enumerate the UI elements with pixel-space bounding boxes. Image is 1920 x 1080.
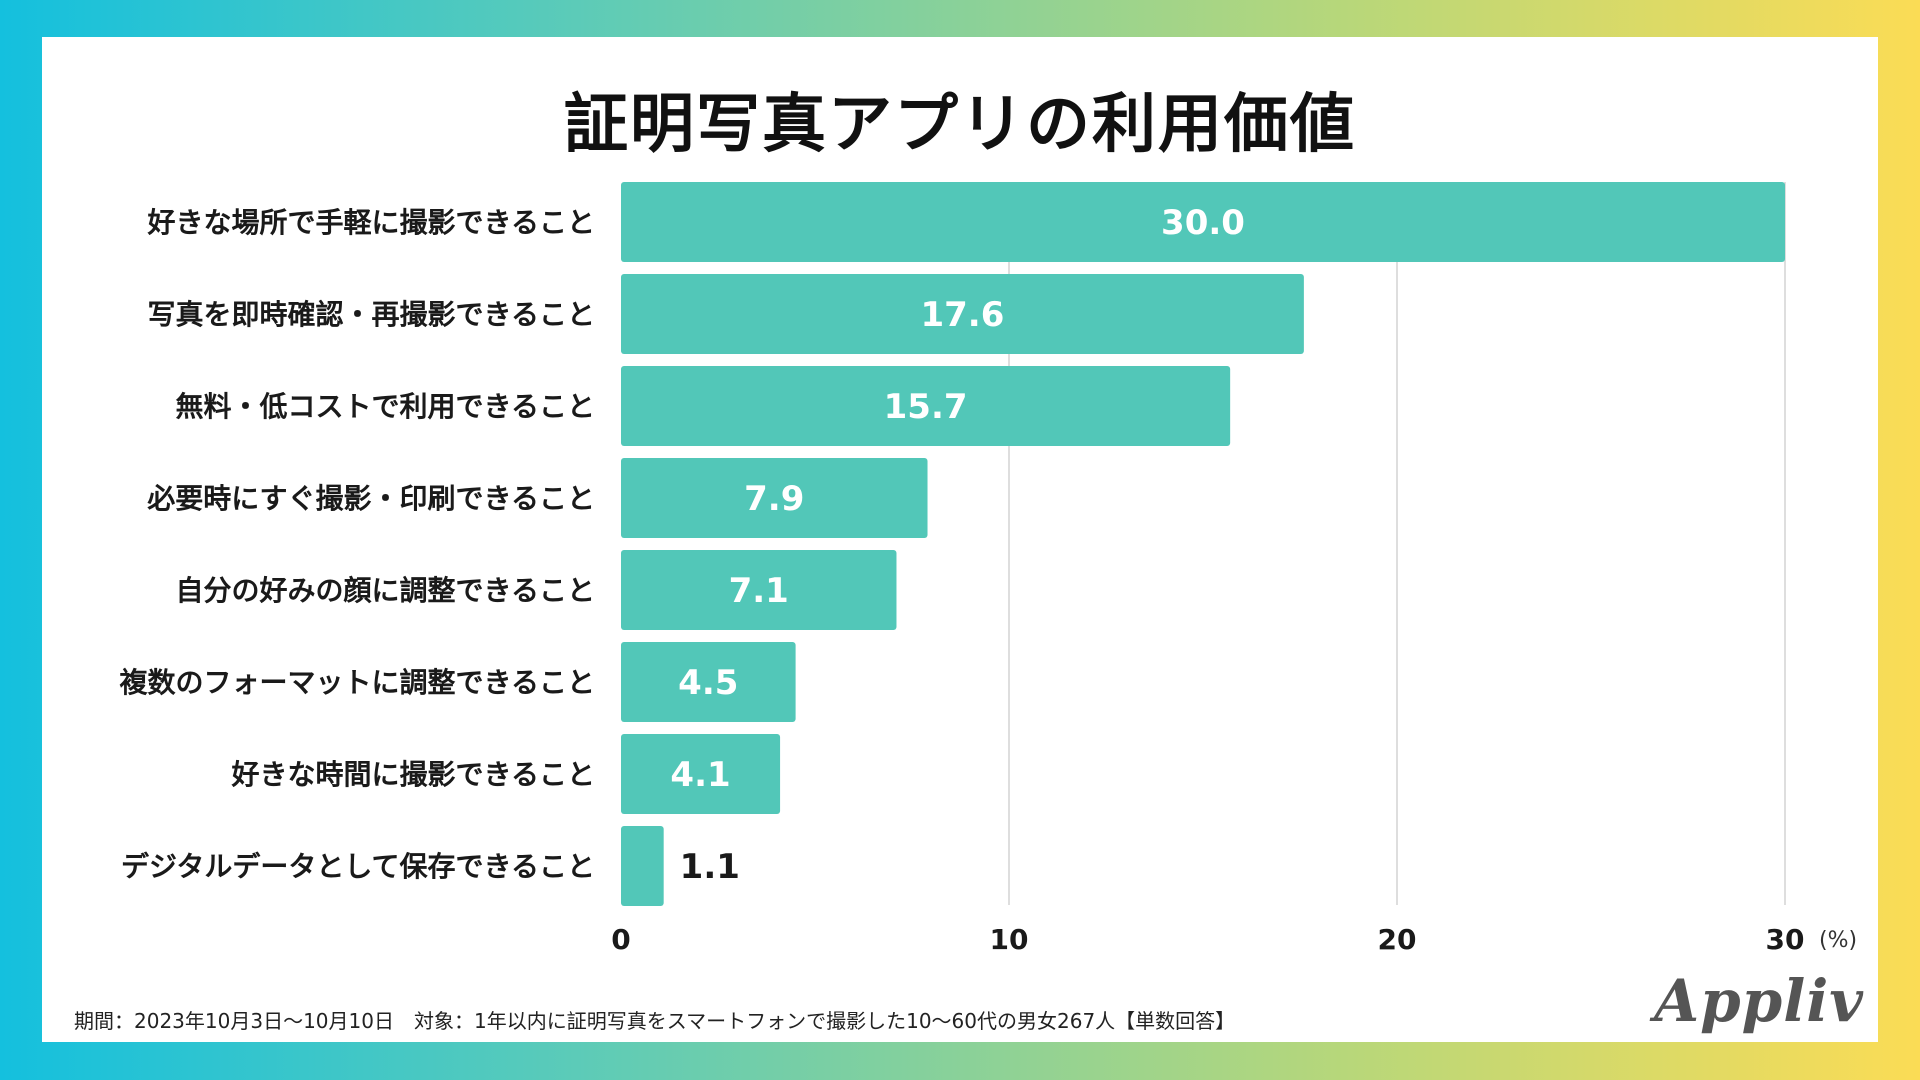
value-label-1: 17.6 [920, 295, 1004, 335]
bar-6 [621, 734, 781, 814]
category-label-3: 必要時にすぐ撮影・印刷できること [147, 482, 595, 515]
value-label-5: 4.5 [678, 663, 738, 703]
bar-7 [621, 826, 664, 906]
category-label-6: 好きな時間に撮影できること [231, 758, 595, 791]
bar-2 [621, 366, 1231, 446]
survey-note: 期間：2023年10月3日〜10月10日 対象：1年以内に証明写真をスマートフォ… [74, 1009, 1236, 1033]
x-tick-label-30: 30 [1766, 923, 1805, 956]
chart-card: 証明写真アプリの利用価値 好きな場所で手軽に撮影できること 30.0 写真を即時確認… [42, 37, 1878, 1042]
value-label-7: 1.1 [680, 847, 740, 887]
applivlogo: Appliv [1654, 967, 1864, 1035]
category-label-5: 複数のフォーマットに調整できること [120, 666, 595, 699]
x-tick-label-0: 0 [611, 923, 630, 956]
bar-1 [621, 274, 1304, 354]
value-label-4: 7.1 [729, 571, 789, 611]
category-label-0: 好きな場所で手軽に撮影できること [147, 206, 595, 239]
chart-title: 証明写真アプリの利用価値 [564, 88, 1356, 162]
bar-3 [621, 458, 928, 538]
bar-5 [621, 642, 796, 722]
value-label-6: 4.1 [670, 755, 730, 795]
x-tick-label-10: 10 [990, 923, 1029, 956]
bar-4 [621, 550, 897, 630]
value-label-3: 7.9 [744, 479, 804, 519]
bar-0 [621, 182, 1785, 262]
value-label-2: 15.7 [884, 387, 968, 427]
value-label-0: 30.0 [1161, 203, 1245, 243]
category-label-4: 自分の好みの顔に調整できること [176, 574, 595, 607]
category-label-1: 写真を即時確認・再撮影できること [148, 298, 595, 331]
category-label-7: デジタルデータとして保存できること [121, 850, 595, 883]
x-tick-label-20: 20 [1378, 923, 1417, 956]
bar-chart: 好きな場所で手軽に撮影できること 30.0 写真を即時確認・再撮影できること 17.6… [120, 182, 1857, 956]
category-label-2: 無料・低コストで利用できること [176, 390, 595, 423]
x-axis-unit-label: (%) [1819, 928, 1857, 953]
